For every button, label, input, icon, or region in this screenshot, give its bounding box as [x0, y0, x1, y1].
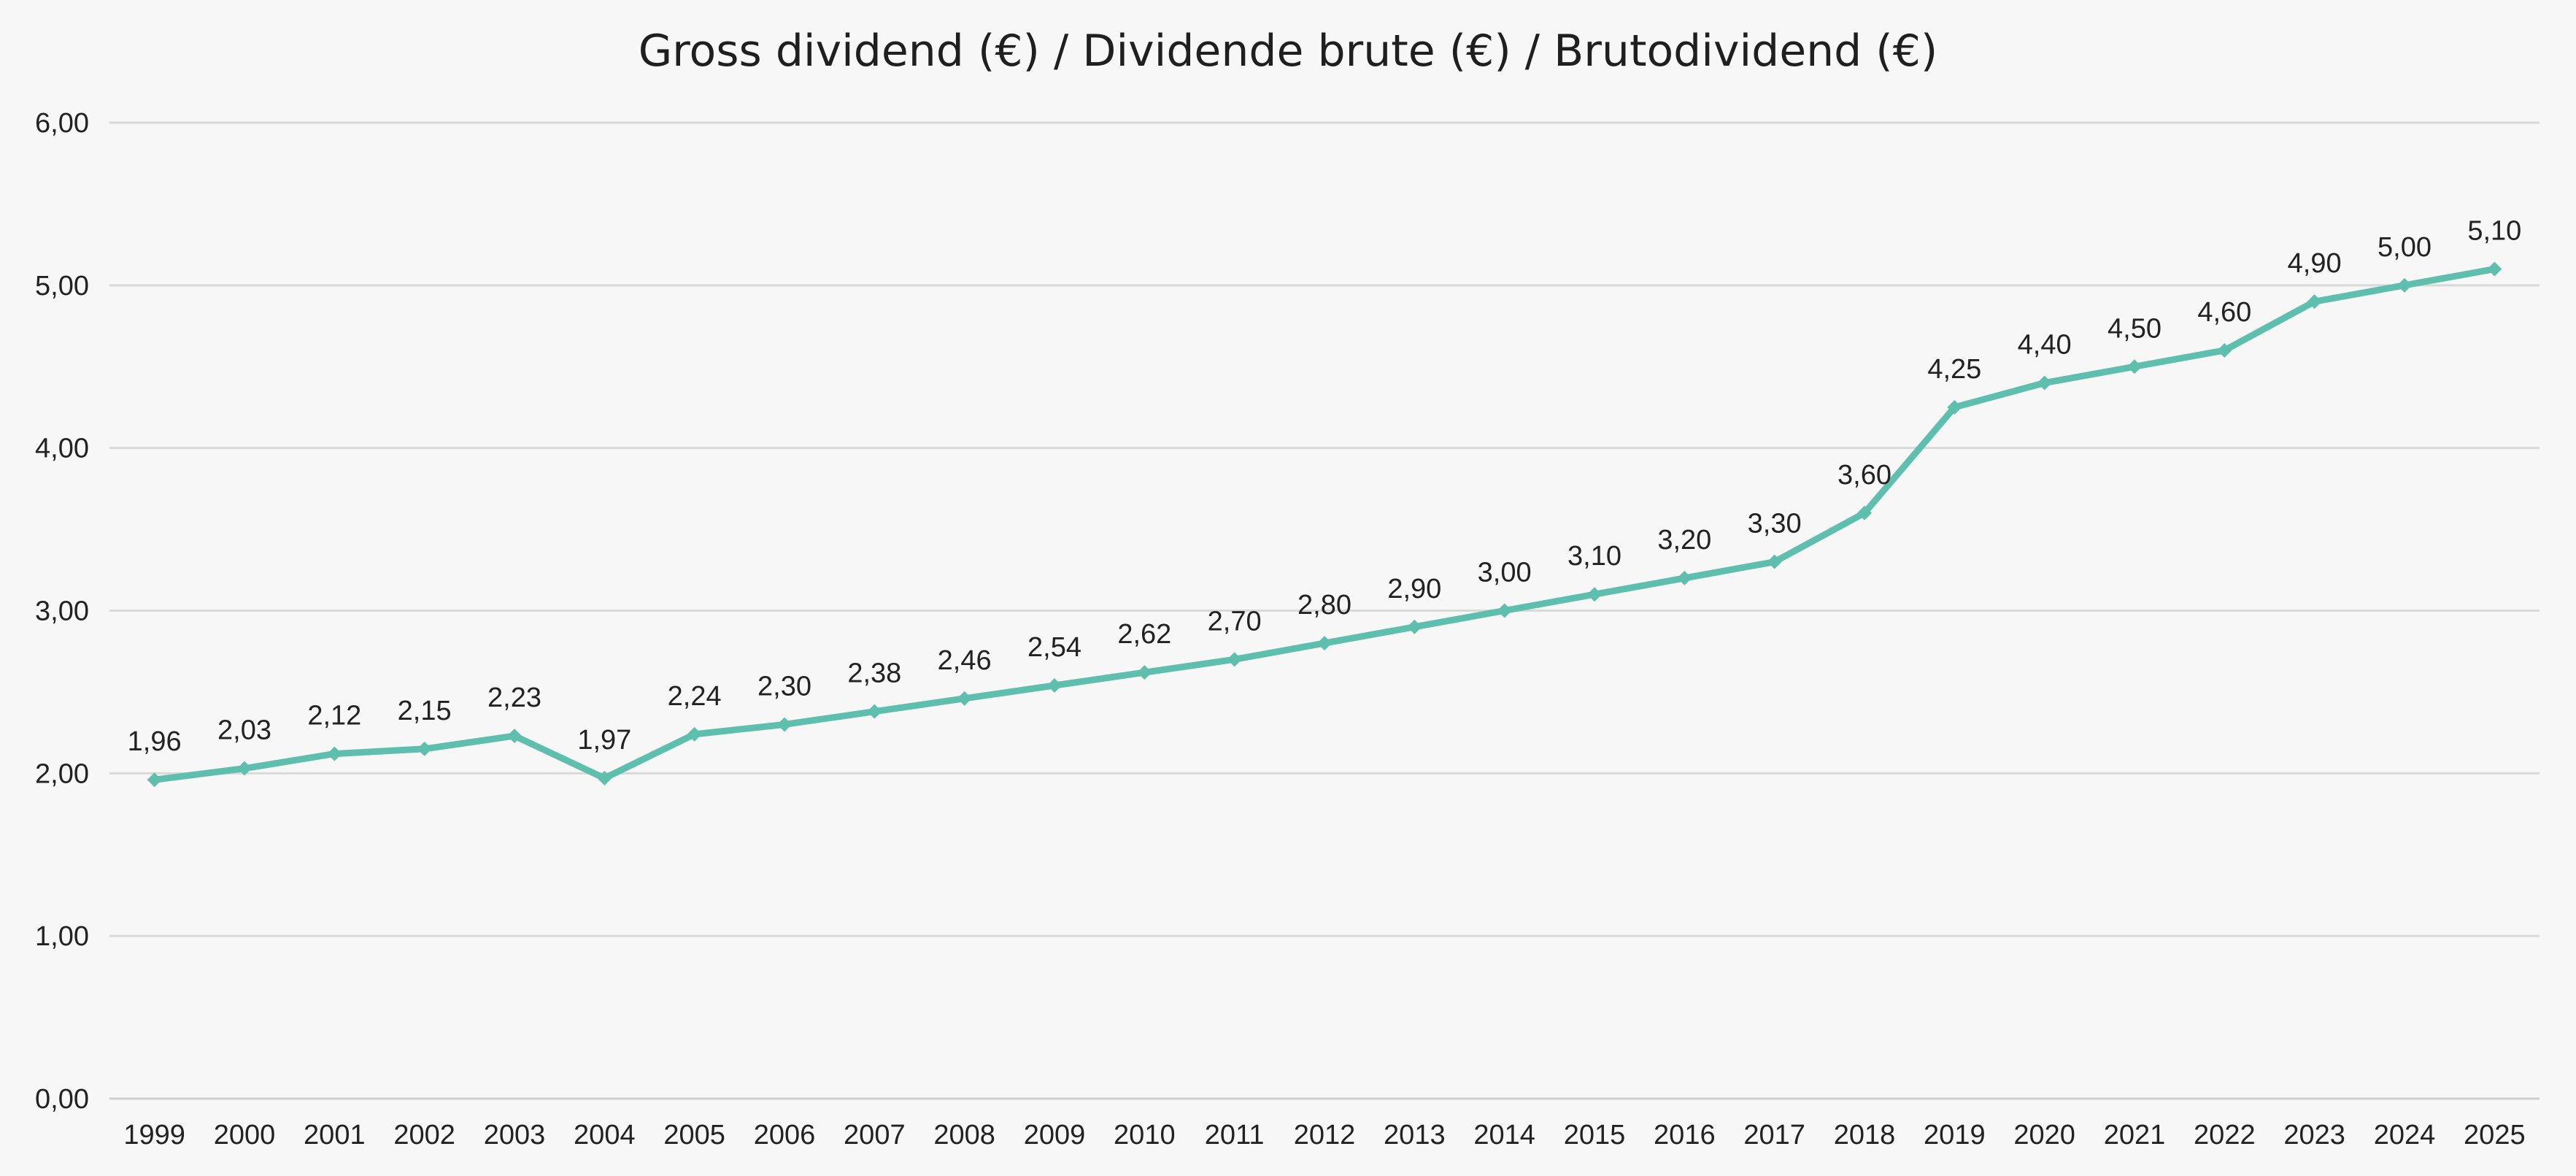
data-point-marker [777, 717, 792, 732]
data-point-marker [2127, 359, 2142, 374]
data-point-marker [1047, 678, 1062, 693]
x-tick-label: 2025 [2464, 1120, 2526, 1150]
x-tick-label: 2000 [214, 1120, 276, 1150]
data-label: 3,10 [1567, 541, 1621, 572]
chart-title: Gross dividend (€) / Dividende brute (€)… [639, 26, 1938, 77]
data-point-marker [2037, 375, 2052, 391]
x-tick-label: 2023 [2283, 1120, 2345, 1150]
x-tick-label: 1999 [123, 1120, 185, 1150]
data-label: 5,00 [2378, 232, 2432, 263]
grid-layer [109, 121, 2540, 1100]
data-point-marker [1497, 603, 1512, 618]
x-tick-label: 2001 [304, 1120, 366, 1150]
x-tick-label: 2004 [574, 1120, 636, 1150]
y-tick-label: 3,00 [35, 596, 89, 627]
x-tick-label: 2015 [1564, 1120, 1626, 1150]
data-point-marker [237, 761, 252, 776]
data-point-marker [1677, 570, 1692, 585]
data-point-marker [597, 771, 612, 786]
data-label: 2,38 [847, 658, 901, 689]
x-tick-label: 2014 [1473, 1120, 1535, 1150]
data-point-marker [1137, 665, 1152, 680]
data-label: 2,12 [307, 701, 361, 731]
data-label: 4,40 [2018, 330, 2072, 361]
data-label: 2,62 [1117, 619, 1171, 650]
y-tick-label: 6,00 [35, 108, 89, 139]
data-point-marker [1317, 636, 1332, 651]
data-point-marker [1857, 505, 1872, 520]
data-labels: 1,96 2,03 2,12 2,15 2,23 1,97 2,24 2,30 2,38 2,46… [128, 216, 2522, 758]
x-tick-label: 2012 [1294, 1120, 1356, 1150]
data-point-marker [2217, 342, 2232, 358]
data-label: 2,30 [757, 671, 811, 702]
y-axis: 0,00 1,00 2,00 3,00 4,00 5,00 6,00 [35, 108, 89, 1115]
data-point-marker [507, 729, 522, 744]
x-tick-label: 2011 [1205, 1120, 1265, 1150]
data-point-marker [1767, 554, 1782, 569]
x-tick-label: 2019 [1924, 1120, 1986, 1150]
data-label: 2,03 [217, 715, 271, 746]
x-tick-label: 2006 [754, 1120, 816, 1150]
data-point-marker [417, 741, 432, 756]
data-label: 2,90 [1387, 574, 1441, 604]
x-tick-label: 2003 [484, 1120, 546, 1150]
data-label: 3,20 [1657, 525, 1711, 556]
data-label: 2,54 [1027, 632, 1081, 663]
data-point-marker [2487, 261, 2502, 277]
x-tick-label: 2010 [1114, 1120, 1176, 1150]
data-point-marker [147, 772, 162, 788]
x-tick-label: 2008 [933, 1120, 995, 1150]
data-point-marker [1227, 652, 1242, 667]
x-tick-label: 2022 [2194, 1120, 2256, 1150]
data-point-marker [1947, 399, 1962, 415]
data-point-marker [1587, 587, 1602, 602]
x-tick-label: 2020 [2013, 1120, 2075, 1150]
y-tick-label: 4,00 [35, 434, 89, 464]
data-label: 2,23 [487, 683, 541, 713]
y-tick-label: 5,00 [35, 271, 89, 301]
data-point-marker [1407, 619, 1422, 634]
x-tick-label: 2009 [1024, 1120, 1086, 1150]
data-point-marker [2397, 277, 2412, 293]
x-tick-label: 2007 [844, 1120, 906, 1150]
x-tick-label: 2021 [2104, 1120, 2166, 1150]
x-tick-label: 2016 [1654, 1120, 1716, 1150]
data-label: 2,15 [398, 696, 452, 726]
x-axis: 1999 2000 2001 2002 2003 2004 2005 2006 2007 2008… [123, 1120, 2525, 1150]
data-label: 4,90 [2288, 248, 2342, 279]
data-label: 4,60 [2197, 297, 2251, 328]
x-tick-label: 2024 [2374, 1120, 2436, 1150]
x-tick-label: 2002 [393, 1120, 455, 1150]
data-label: 2,80 [1297, 590, 1351, 620]
data-label: 2,70 [1208, 606, 1262, 637]
x-tick-label: 2017 [1743, 1120, 1805, 1150]
data-label: 5,10 [2467, 216, 2521, 247]
data-label: 1,97 [577, 725, 631, 756]
data-label: 4,50 [2108, 313, 2162, 344]
data-point-marker [687, 726, 702, 742]
data-point-marker [327, 746, 342, 761]
data-label: 3,00 [1478, 558, 1532, 588]
y-tick-label: 1,00 [35, 921, 89, 952]
y-tick-label: 2,00 [35, 758, 89, 789]
y-tick-label: 0,00 [35, 1084, 89, 1115]
data-label: 3,60 [1837, 460, 1891, 491]
data-point-marker [867, 704, 882, 719]
data-point-marker [2307, 294, 2322, 310]
x-tick-label: 2013 [1384, 1120, 1446, 1150]
data-point-marker [957, 691, 972, 706]
data-label: 1,96 [128, 726, 182, 757]
data-label: 3,30 [1748, 509, 1802, 539]
data-label: 2,24 [668, 681, 722, 712]
x-tick-label: 2018 [1834, 1120, 1896, 1150]
data-label: 2,46 [938, 645, 992, 676]
data-label: 4,25 [1927, 354, 1981, 385]
x-tick-label: 2005 [663, 1120, 725, 1150]
series-layer [147, 261, 2502, 788]
